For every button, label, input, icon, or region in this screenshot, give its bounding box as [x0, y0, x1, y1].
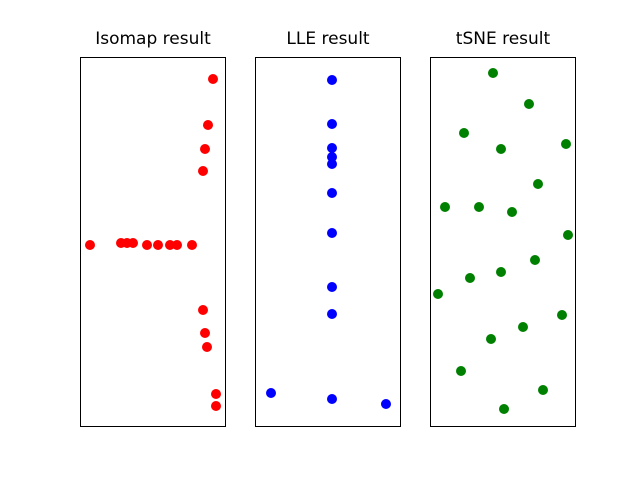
data-point: [439, 202, 450, 213]
data-point: [326, 281, 337, 292]
data-point: [433, 289, 444, 300]
data-point: [380, 398, 391, 409]
data-point: [208, 73, 219, 84]
data-point: [200, 328, 211, 339]
subplot-lle: LLE result: [255, 29, 401, 427]
data-point: [474, 202, 485, 213]
data-point: [198, 305, 209, 316]
plot-area-tsne: [430, 57, 576, 427]
data-point: [498, 403, 509, 414]
data-point: [327, 118, 338, 129]
data-point: [84, 239, 95, 250]
data-point: [266, 387, 277, 398]
data-point: [142, 239, 153, 250]
data-point: [517, 322, 528, 332]
data-point: [116, 238, 127, 249]
data-point: [326, 152, 337, 163]
data-point: [533, 178, 544, 189]
data-point: [456, 366, 467, 377]
data-point: [326, 74, 337, 85]
plot-area-isomap: [80, 57, 226, 427]
plot-area-lle: [255, 57, 401, 427]
data-point: [326, 142, 337, 153]
data-point: [530, 255, 541, 266]
data-point: [458, 128, 469, 139]
data-point: [524, 98, 535, 109]
data-point: [560, 139, 571, 150]
data-point: [326, 393, 337, 404]
data-point: [487, 68, 498, 79]
data-point: [164, 239, 175, 250]
subplot-title-tsne: tSNE result: [455, 29, 551, 49]
data-point: [210, 401, 221, 412]
data-point: [326, 309, 337, 320]
data-point: [202, 119, 213, 130]
data-point: [326, 158, 337, 169]
data-point: [327, 188, 338, 199]
data-point: [187, 239, 198, 250]
data-point: [495, 144, 506, 155]
data-point: [152, 239, 163, 250]
subplot-title-isomap: Isomap result: [95, 29, 211, 49]
data-point: [538, 384, 549, 395]
data-point: [171, 239, 182, 250]
data-point: [326, 227, 337, 238]
subplot-title-lle: LLE result: [286, 29, 370, 49]
data-point: [201, 341, 212, 352]
data-point: [556, 310, 567, 321]
data-point: [464, 272, 475, 283]
data-point: [128, 238, 139, 249]
data-point: [198, 165, 209, 176]
data-point: [122, 238, 133, 249]
data-point: [199, 143, 210, 154]
subplot-tsne: tSNE result: [430, 29, 576, 427]
data-point: [495, 267, 506, 278]
data-point: [210, 388, 221, 399]
data-point: [563, 229, 574, 240]
data-point: [485, 334, 496, 345]
subplot-isomap: Isomap result: [80, 29, 226, 427]
data-point: [506, 207, 517, 218]
